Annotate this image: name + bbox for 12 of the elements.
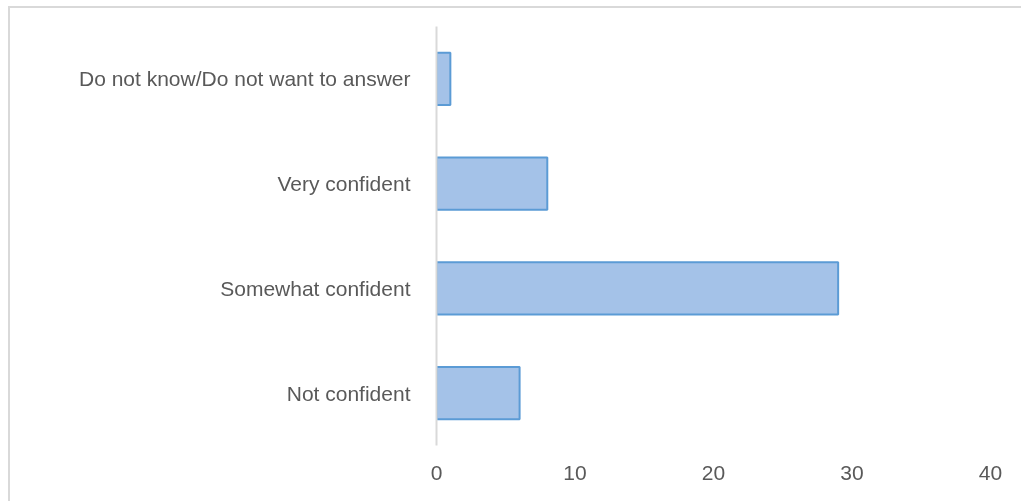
bar bbox=[436, 156, 549, 211]
x-tick-label: 0 bbox=[430, 460, 443, 484]
y-tick-label: Very confident bbox=[277, 172, 411, 196]
y-tick-label: Not confident bbox=[286, 381, 411, 405]
x-tick-label: 10 bbox=[563, 460, 587, 484]
x-tick-label: 40 bbox=[978, 460, 1003, 484]
x-tick-label: 30 bbox=[840, 460, 864, 484]
y-tick-label: Do not know/Do not want to answer bbox=[78, 67, 411, 91]
bar bbox=[436, 365, 521, 421]
bar bbox=[436, 261, 840, 316]
x-tick-label: 20 bbox=[701, 460, 726, 484]
y-tick-label: Somewhat confident bbox=[220, 276, 411, 300]
